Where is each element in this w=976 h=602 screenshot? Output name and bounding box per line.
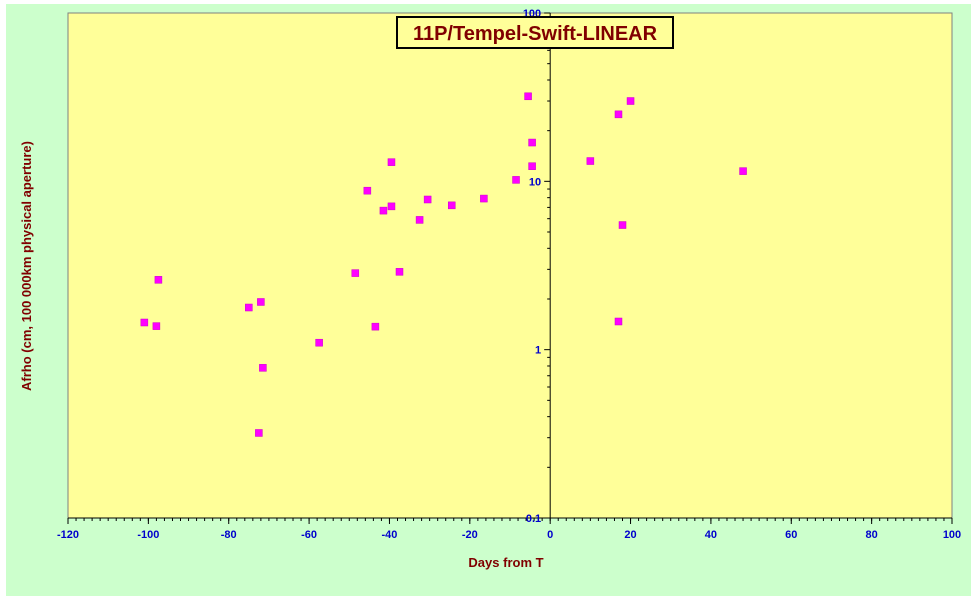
afrho-scatter-chart: -120 -100 -80 -60 -40 -20 0 20 40 60 80 1000.111010… bbox=[19, 8, 961, 570]
y-tick-label: 10 bbox=[529, 176, 541, 188]
x-tick-label: 80 bbox=[866, 529, 878, 541]
data-point bbox=[371, 322, 380, 331]
data-point bbox=[423, 195, 432, 204]
y-tick-label: 0.1 bbox=[526, 513, 541, 525]
chart-title-box: 11P/Tempel-Swift-LINEAR bbox=[396, 16, 674, 49]
data-point bbox=[614, 317, 623, 326]
x-tick-label: -80 bbox=[221, 529, 237, 541]
data-point bbox=[480, 194, 488, 203]
data-point bbox=[447, 201, 456, 210]
data-point bbox=[387, 202, 396, 211]
data-point bbox=[626, 97, 635, 105]
x-tick-label: -120 bbox=[57, 529, 79, 541]
data-point bbox=[586, 157, 595, 165]
x-tick-label: -60 bbox=[301, 529, 317, 541]
data-point bbox=[618, 221, 627, 229]
data-point bbox=[387, 158, 396, 166]
data-point bbox=[395, 268, 404, 276]
data-point bbox=[152, 322, 161, 330]
chart-area: -120 -100 -80 -60 -40 -20 0 20 40 60 80 100 0.1 1 10 10… bbox=[6, 4, 971, 596]
x-tick-label: 100 bbox=[943, 529, 961, 541]
data-point bbox=[512, 176, 520, 184]
data-point bbox=[528, 162, 536, 170]
data-point bbox=[415, 216, 424, 224]
x-tick-label: 0 bbox=[547, 529, 553, 541]
data-point bbox=[259, 364, 267, 372]
y-axis-title: Afrho (cm, 100 000km physical aperture) bbox=[19, 141, 34, 391]
x-tick-label: -100 bbox=[137, 529, 159, 541]
data-point bbox=[363, 186, 372, 195]
x-tick-label: -20 bbox=[462, 529, 478, 541]
data-point bbox=[245, 303, 253, 312]
data-point bbox=[315, 338, 323, 347]
x-tick-label: 20 bbox=[624, 529, 636, 541]
data-point bbox=[255, 429, 263, 437]
data-point bbox=[528, 138, 536, 147]
data-point bbox=[739, 167, 747, 175]
data-point bbox=[154, 276, 163, 284]
x-tick-label: -40 bbox=[382, 529, 398, 541]
data-point bbox=[524, 92, 532, 101]
x-tick-label: 60 bbox=[785, 529, 797, 541]
y-tick-label: 1 bbox=[535, 345, 541, 357]
x-tick-label: 40 bbox=[705, 529, 717, 541]
data-point bbox=[614, 110, 623, 119]
data-point bbox=[379, 206, 388, 215]
data-point bbox=[351, 269, 360, 277]
chart-title: 11P/Tempel-Swift-LINEAR bbox=[413, 23, 658, 45]
plot-background bbox=[67, 12, 953, 519]
data-point bbox=[140, 318, 149, 327]
x-axis-title: Days from T bbox=[468, 555, 543, 570]
data-point bbox=[257, 298, 265, 306]
